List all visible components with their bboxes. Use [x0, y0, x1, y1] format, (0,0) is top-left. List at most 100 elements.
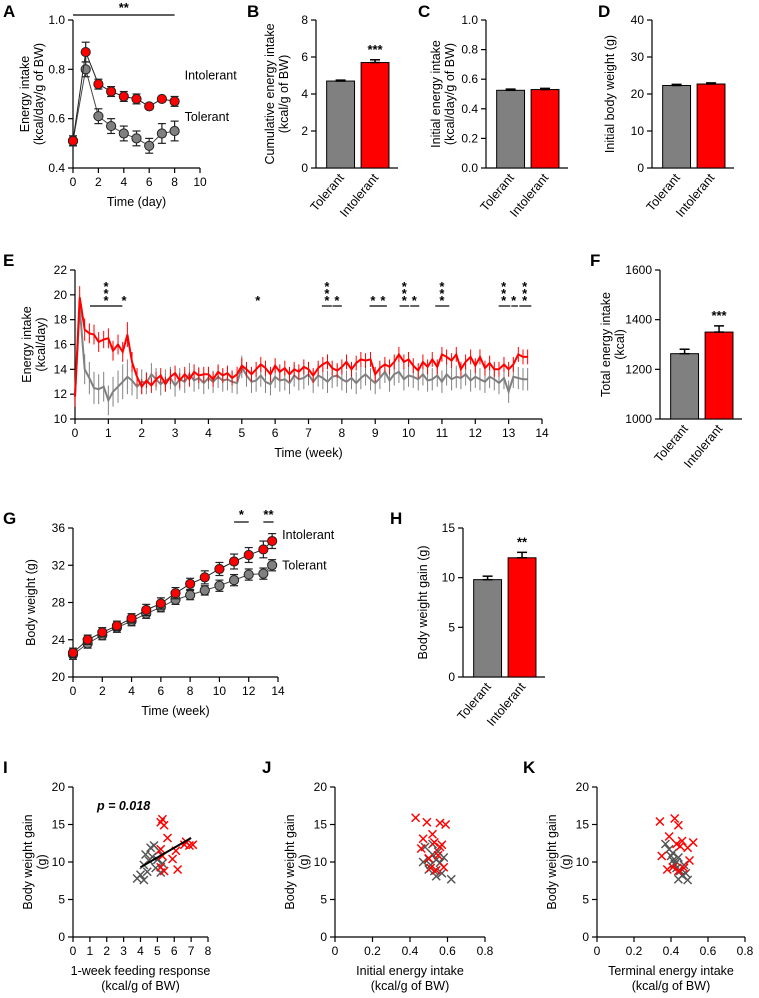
y-tick-label: 15	[314, 818, 328, 832]
significance-star: *	[501, 279, 507, 294]
x-tick-label: 0.2	[626, 944, 643, 958]
x-axis-label: (kcal/g of BW)	[371, 979, 450, 993]
y-tick-label: 1.0	[48, 13, 65, 27]
x-tick-label: 0.4	[663, 944, 680, 958]
data-point-intolerant	[155, 598, 166, 609]
significance-star: *	[122, 293, 128, 308]
y-axis-label: Body weight gain(g)	[283, 814, 311, 909]
x-tick-label: 8	[187, 684, 194, 698]
x-tick-label: 2	[103, 944, 110, 958]
x-tick-label: 0.4	[402, 944, 419, 958]
significance-star: *	[501, 286, 507, 301]
y-tick-label: 0.4	[48, 161, 65, 175]
x-tick-label: 0	[70, 684, 77, 698]
y-tick-label: 16	[54, 338, 68, 352]
y-tick-label: 0	[637, 161, 644, 175]
data-point-intolerant	[169, 96, 180, 107]
x-tick-label: 10	[213, 684, 227, 698]
x-tick-label: 8	[171, 175, 178, 189]
p-value-annotation: p = 0.018	[96, 799, 150, 813]
panel-letter-H: H	[390, 509, 402, 528]
series-label-tolerant: Tolerant	[282, 558, 327, 572]
bar-tolerant	[473, 579, 503, 678]
data-point-tolerant	[258, 568, 269, 579]
scatter-point-intolerant	[679, 863, 689, 873]
significance-star: *	[334, 293, 340, 308]
x-axis-label: Time (week)	[141, 704, 209, 718]
y-tick-label: 0.6	[461, 72, 478, 86]
y-axis-label: Body weight gain (g)	[416, 546, 430, 660]
scatter-point-intolerant	[427, 829, 438, 839]
y-tick-label: 14	[54, 362, 68, 376]
data-point-tolerant	[106, 120, 117, 132]
scatter-point-intolerant	[670, 813, 680, 824]
x-tick-label: 1	[105, 426, 112, 440]
bar-intolerant	[696, 83, 726, 169]
significance-star: *	[402, 293, 408, 308]
x-tick-label: 13	[502, 426, 516, 440]
y-axis-label: Body weight (g)	[24, 559, 38, 646]
y-tick-label: 0.2	[461, 131, 478, 145]
scatter-point-tolerant	[439, 852, 449, 863]
significance-stars: **	[263, 507, 274, 522]
scatter-point-intolerant	[677, 836, 687, 846]
bar-tolerant	[496, 89, 526, 169]
scatter-point-tolerant	[141, 849, 151, 860]
scatter-point-tolerant	[683, 875, 693, 885]
y-tick-label: 4	[301, 87, 308, 101]
data-point-intolerant	[131, 93, 142, 105]
scatter-point-intolerant	[657, 851, 667, 861]
scatter-point-intolerant	[435, 842, 445, 852]
y-tick-label: 20	[631, 87, 645, 101]
y-tick-label: 5	[448, 620, 455, 634]
scatter-point-tolerant	[139, 875, 149, 885]
y-tick-label: 0.8	[461, 43, 478, 57]
x-tick-label: 0.8	[737, 944, 754, 958]
significance-star: *	[522, 286, 528, 301]
data-point-tolerant	[93, 111, 104, 122]
x-axis-label: (kcal/g of BW)	[632, 979, 711, 993]
regression-line	[139, 837, 192, 869]
scatter-point-intolerant	[157, 814, 167, 824]
significance-star: *	[103, 279, 109, 294]
y-tick-label: 5	[320, 893, 327, 907]
data-point-intolerant	[67, 135, 79, 146]
x-tick-label: 10	[193, 175, 207, 189]
chart-A-energy-intake-days: 0.4 0.6 0.8 1.0 0 2 4 6 8 10 Energy intake(kcal/da…	[18, 0, 237, 209]
x-tick-label: 5	[238, 426, 245, 440]
y-tick-label: 0	[582, 930, 589, 944]
scatter-point-intolerant	[664, 831, 674, 842]
y-tick-label: 5	[582, 893, 589, 907]
x-tick-label: 4	[128, 684, 135, 698]
scatter-point-tolerant	[437, 868, 447, 878]
bar-intolerant	[360, 62, 390, 169]
data-point-intolerant	[267, 535, 278, 547]
scatter-point-tolerant	[673, 874, 683, 884]
x-tick-label: 2	[99, 684, 106, 698]
x-tick-label: 0	[70, 175, 77, 189]
x-tick-label: 0.6	[439, 944, 456, 958]
y-tick-label: 22	[54, 263, 68, 277]
series-label-intolerant: Intolerant	[282, 528, 335, 542]
data-point-intolerant	[144, 101, 155, 112]
y-tick-label: 20	[52, 780, 66, 794]
bar-tolerant	[326, 80, 356, 169]
data-point-intolerant	[185, 578, 196, 589]
y-tick-label: 18	[54, 313, 68, 327]
y-tick-label: 10	[576, 855, 590, 869]
y-tick-label: 0.0	[461, 161, 478, 175]
significance-star: *	[324, 293, 330, 308]
scatter-point-intolerant	[433, 850, 443, 860]
significance-star: *	[324, 286, 330, 301]
x-tick-label: 1	[87, 944, 94, 958]
y-tick-label: 15	[576, 818, 590, 832]
bar-tolerant	[662, 84, 692, 169]
x-tick-label: 7	[305, 426, 312, 440]
data-point-tolerant	[228, 575, 240, 586]
panel-letter-D: D	[598, 2, 610, 21]
scatter-point-intolerant	[655, 816, 665, 827]
